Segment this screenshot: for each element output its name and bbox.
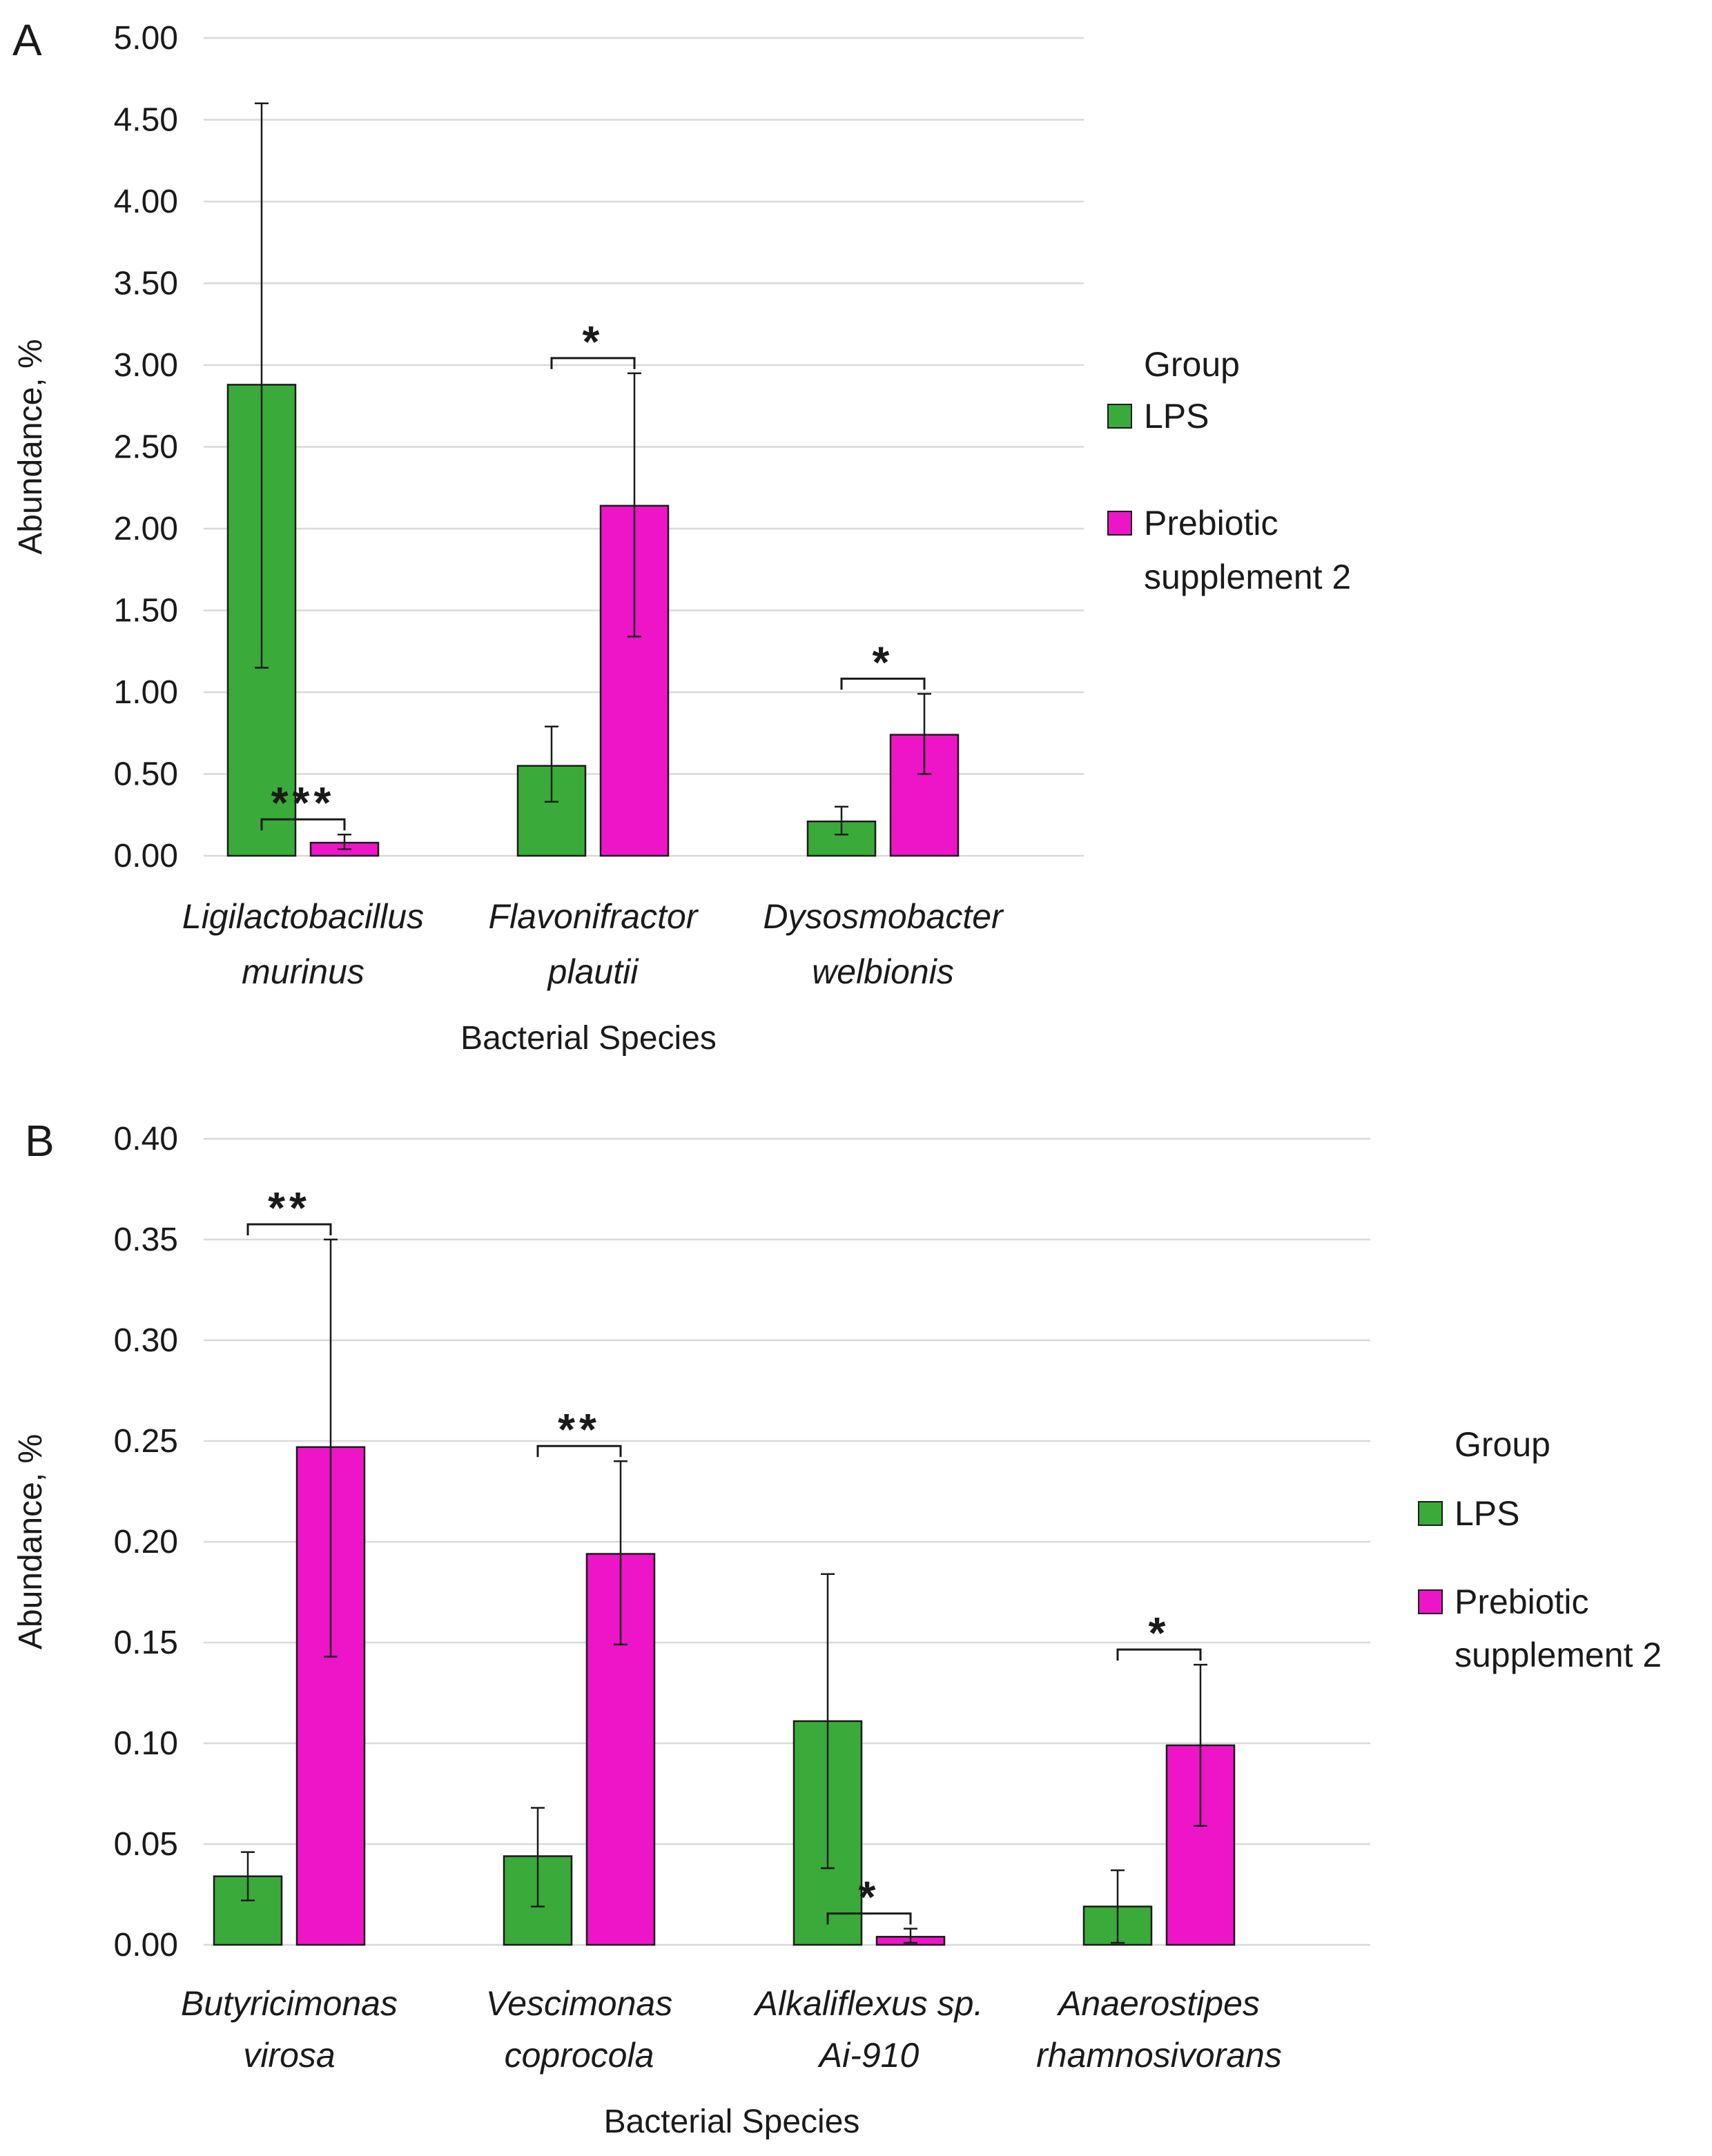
panel-a: A 0.00 0.50 1.00 1.50 2.00 2.50 3.00 3.50 4.00 4.5…	[12, 15, 1351, 1057]
significance-marker: *	[873, 637, 894, 687]
y-tick-label: 0.35	[114, 1222, 178, 1258]
category-label: Ligilactobacillus	[182, 897, 424, 936]
legend-label: supplement 2	[1455, 1636, 1662, 1674]
legend-title: Group	[1455, 1425, 1550, 1464]
y-tick-label: 1.00	[114, 674, 178, 711]
significance-marker: **	[558, 1404, 601, 1454]
legend-label: LPS	[1455, 1494, 1520, 1533]
y-tick-label: 0.30	[114, 1322, 178, 1359]
significance-marker: ***	[271, 778, 335, 827]
legend-swatch-lps	[1107, 404, 1132, 429]
x-axis-title: Bacterial Species	[460, 1020, 717, 1057]
legend-label: Prebiotic	[1455, 1582, 1589, 1621]
y-tick-label: 2.00	[114, 511, 178, 547]
y-tick-label: 3.00	[114, 347, 178, 384]
category-label: murinus	[242, 952, 364, 991]
y-tick-label: 0.50	[114, 756, 178, 793]
category-label: Dysosmobacter	[763, 897, 1004, 936]
category-label: rhamnosivorans	[1036, 2036, 1282, 2075]
legend-swatch-lps	[1418, 1501, 1443, 1526]
y-tick-label: 3.50	[114, 266, 178, 302]
y-tick-label: 0.05	[114, 1826, 178, 1863]
category-label: Flavonifractor	[489, 897, 699, 936]
y-tick-label: 4.00	[114, 184, 178, 220]
category-label: plautii	[547, 952, 640, 991]
legend-title: Group	[1144, 345, 1240, 384]
y-tick-label: 0.25	[114, 1423, 178, 1460]
y-tick-label: 0.00	[114, 838, 178, 874]
legend-label: Prebiotic	[1144, 504, 1278, 542]
significance-bracket	[840, 677, 926, 690]
y-tick-label: 0.40	[114, 1121, 178, 1157]
significance-bracket	[536, 1444, 622, 1458]
y-tick-label: 0.15	[114, 1625, 178, 1661]
y-axis-title: Abundance, %	[12, 339, 49, 554]
legend-swatch-prebiotic	[1107, 511, 1132, 536]
significance-bracket	[260, 818, 346, 831]
y-tick-label: 0.20	[114, 1524, 178, 1560]
y-tick-label: 0.00	[114, 1927, 178, 1963]
category-label: coprocola	[505, 2036, 654, 2075]
category-label: Alkaliflexus sp.	[753, 1984, 984, 2023]
x-axis-title: Bacterial Species	[604, 2104, 860, 2140]
legend-label: LPS	[1144, 397, 1209, 435]
y-tick-label: 2.50	[114, 429, 178, 466]
category-label: Ai-910	[817, 2036, 920, 2075]
y-tick-label: 0.10	[114, 1725, 178, 1762]
category-label: Vescimonas	[486, 1984, 672, 2023]
significance-marker: *	[859, 1872, 880, 1922]
panel-b: B 0.00 0.05 0.10 0.15 0.20 0.25 0.30 0.35 0.40 Abu…	[12, 1116, 1662, 2140]
category-label: Butyricimonas	[181, 1984, 398, 2023]
panel-letter: A	[12, 15, 42, 65]
significance-bracket	[1116, 1648, 1202, 1661]
significance-bracket	[246, 1223, 332, 1235]
significance-marker: **	[268, 1183, 311, 1233]
y-tick-label: 4.50	[114, 102, 178, 139]
y-tick-label: 5.00	[114, 20, 178, 57]
y-tick-label: 1.50	[114, 593, 178, 629]
significance-bracket	[826, 1912, 912, 1925]
panel-letter: B	[25, 1116, 55, 1166]
significance-marker: *	[1149, 1608, 1170, 1658]
legend-label: supplement 2	[1144, 558, 1351, 596]
significance-bracket	[550, 357, 636, 369]
category-label: virosa	[243, 2036, 335, 2075]
significance-marker: *	[583, 317, 604, 366]
category-label: Anaerostipes	[1056, 1984, 1260, 2023]
legend-swatch-prebiotic	[1418, 1589, 1443, 1614]
y-axis-title: Abundance, %	[12, 1434, 49, 1649]
category-label: welbionis	[812, 952, 954, 991]
